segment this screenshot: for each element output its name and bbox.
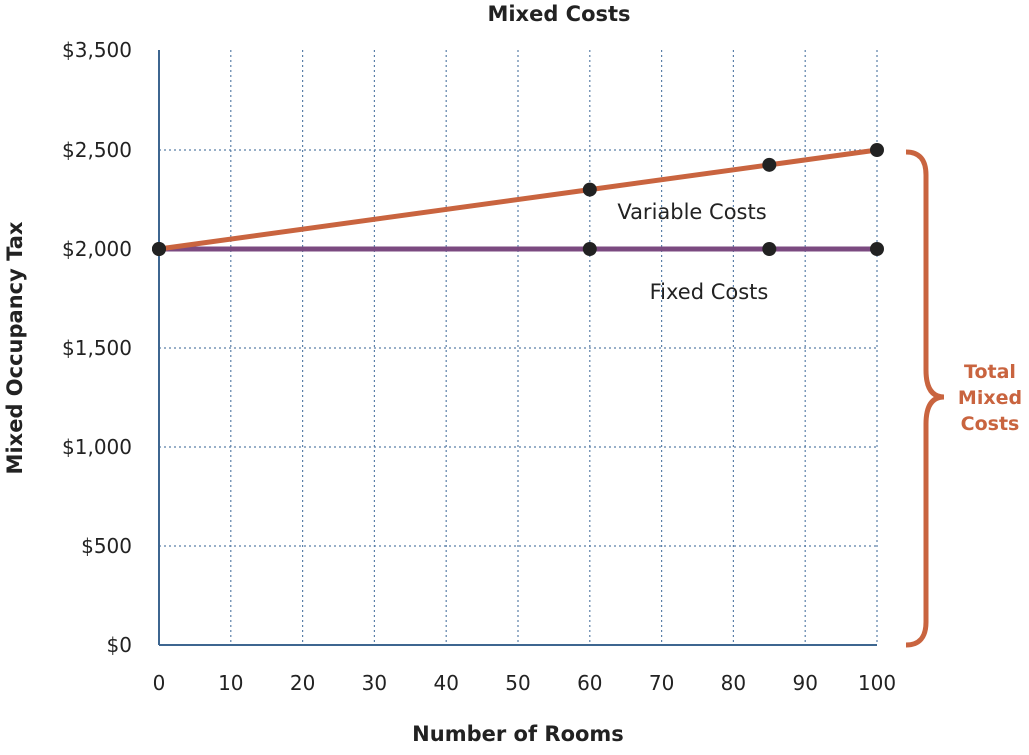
- data-point: [762, 242, 777, 256]
- x-tick-label: 0: [153, 671, 166, 695]
- brace-label: Costs: [961, 413, 1020, 435]
- series-label-variable: Variable Costs: [617, 200, 766, 224]
- x-tick-label: 100: [858, 671, 896, 695]
- y-tick-label: $500: [81, 534, 132, 558]
- data-point: [870, 143, 884, 157]
- data-point: [582, 182, 597, 197]
- series-line-variable-costs: [158, 147, 878, 252]
- x-tick-label: 80: [721, 671, 746, 695]
- chart-title: Mixed Costs: [487, 2, 630, 26]
- x-tick-label: 10: [218, 671, 243, 695]
- x-tick-label: 30: [362, 671, 387, 695]
- x-tick-label: 90: [792, 671, 817, 695]
- x-axis-label: Number of Rooms: [412, 722, 624, 746]
- series-label-fixed: Fixed Costs: [650, 280, 769, 304]
- data-point: [152, 242, 166, 256]
- total-mixed-costs-brace: [905, 149, 945, 648]
- y-tick-label: $3,500: [62, 38, 132, 62]
- x-tick-label: 50: [505, 671, 530, 695]
- x-tick-label: 20: [290, 671, 315, 695]
- y-axis-label: Mixed Occupancy Tax: [3, 221, 27, 474]
- y-tick-label: $0: [107, 633, 132, 657]
- y-tick-label: $1,500: [62, 336, 132, 360]
- y-tick-label: $2,500: [62, 138, 132, 162]
- x-tick-label: 70: [649, 671, 674, 695]
- data-point: [762, 157, 777, 172]
- brace-label: Mixed: [958, 387, 1022, 409]
- x-tick-label: 40: [433, 671, 458, 695]
- y-tick-label: $1,000: [62, 435, 132, 459]
- x-tick-label: 60: [577, 671, 602, 695]
- brace-label: Total: [964, 361, 1016, 383]
- y-tick-label: $2,000: [62, 237, 132, 261]
- data-point: [870, 242, 884, 256]
- data-point: [582, 242, 597, 256]
